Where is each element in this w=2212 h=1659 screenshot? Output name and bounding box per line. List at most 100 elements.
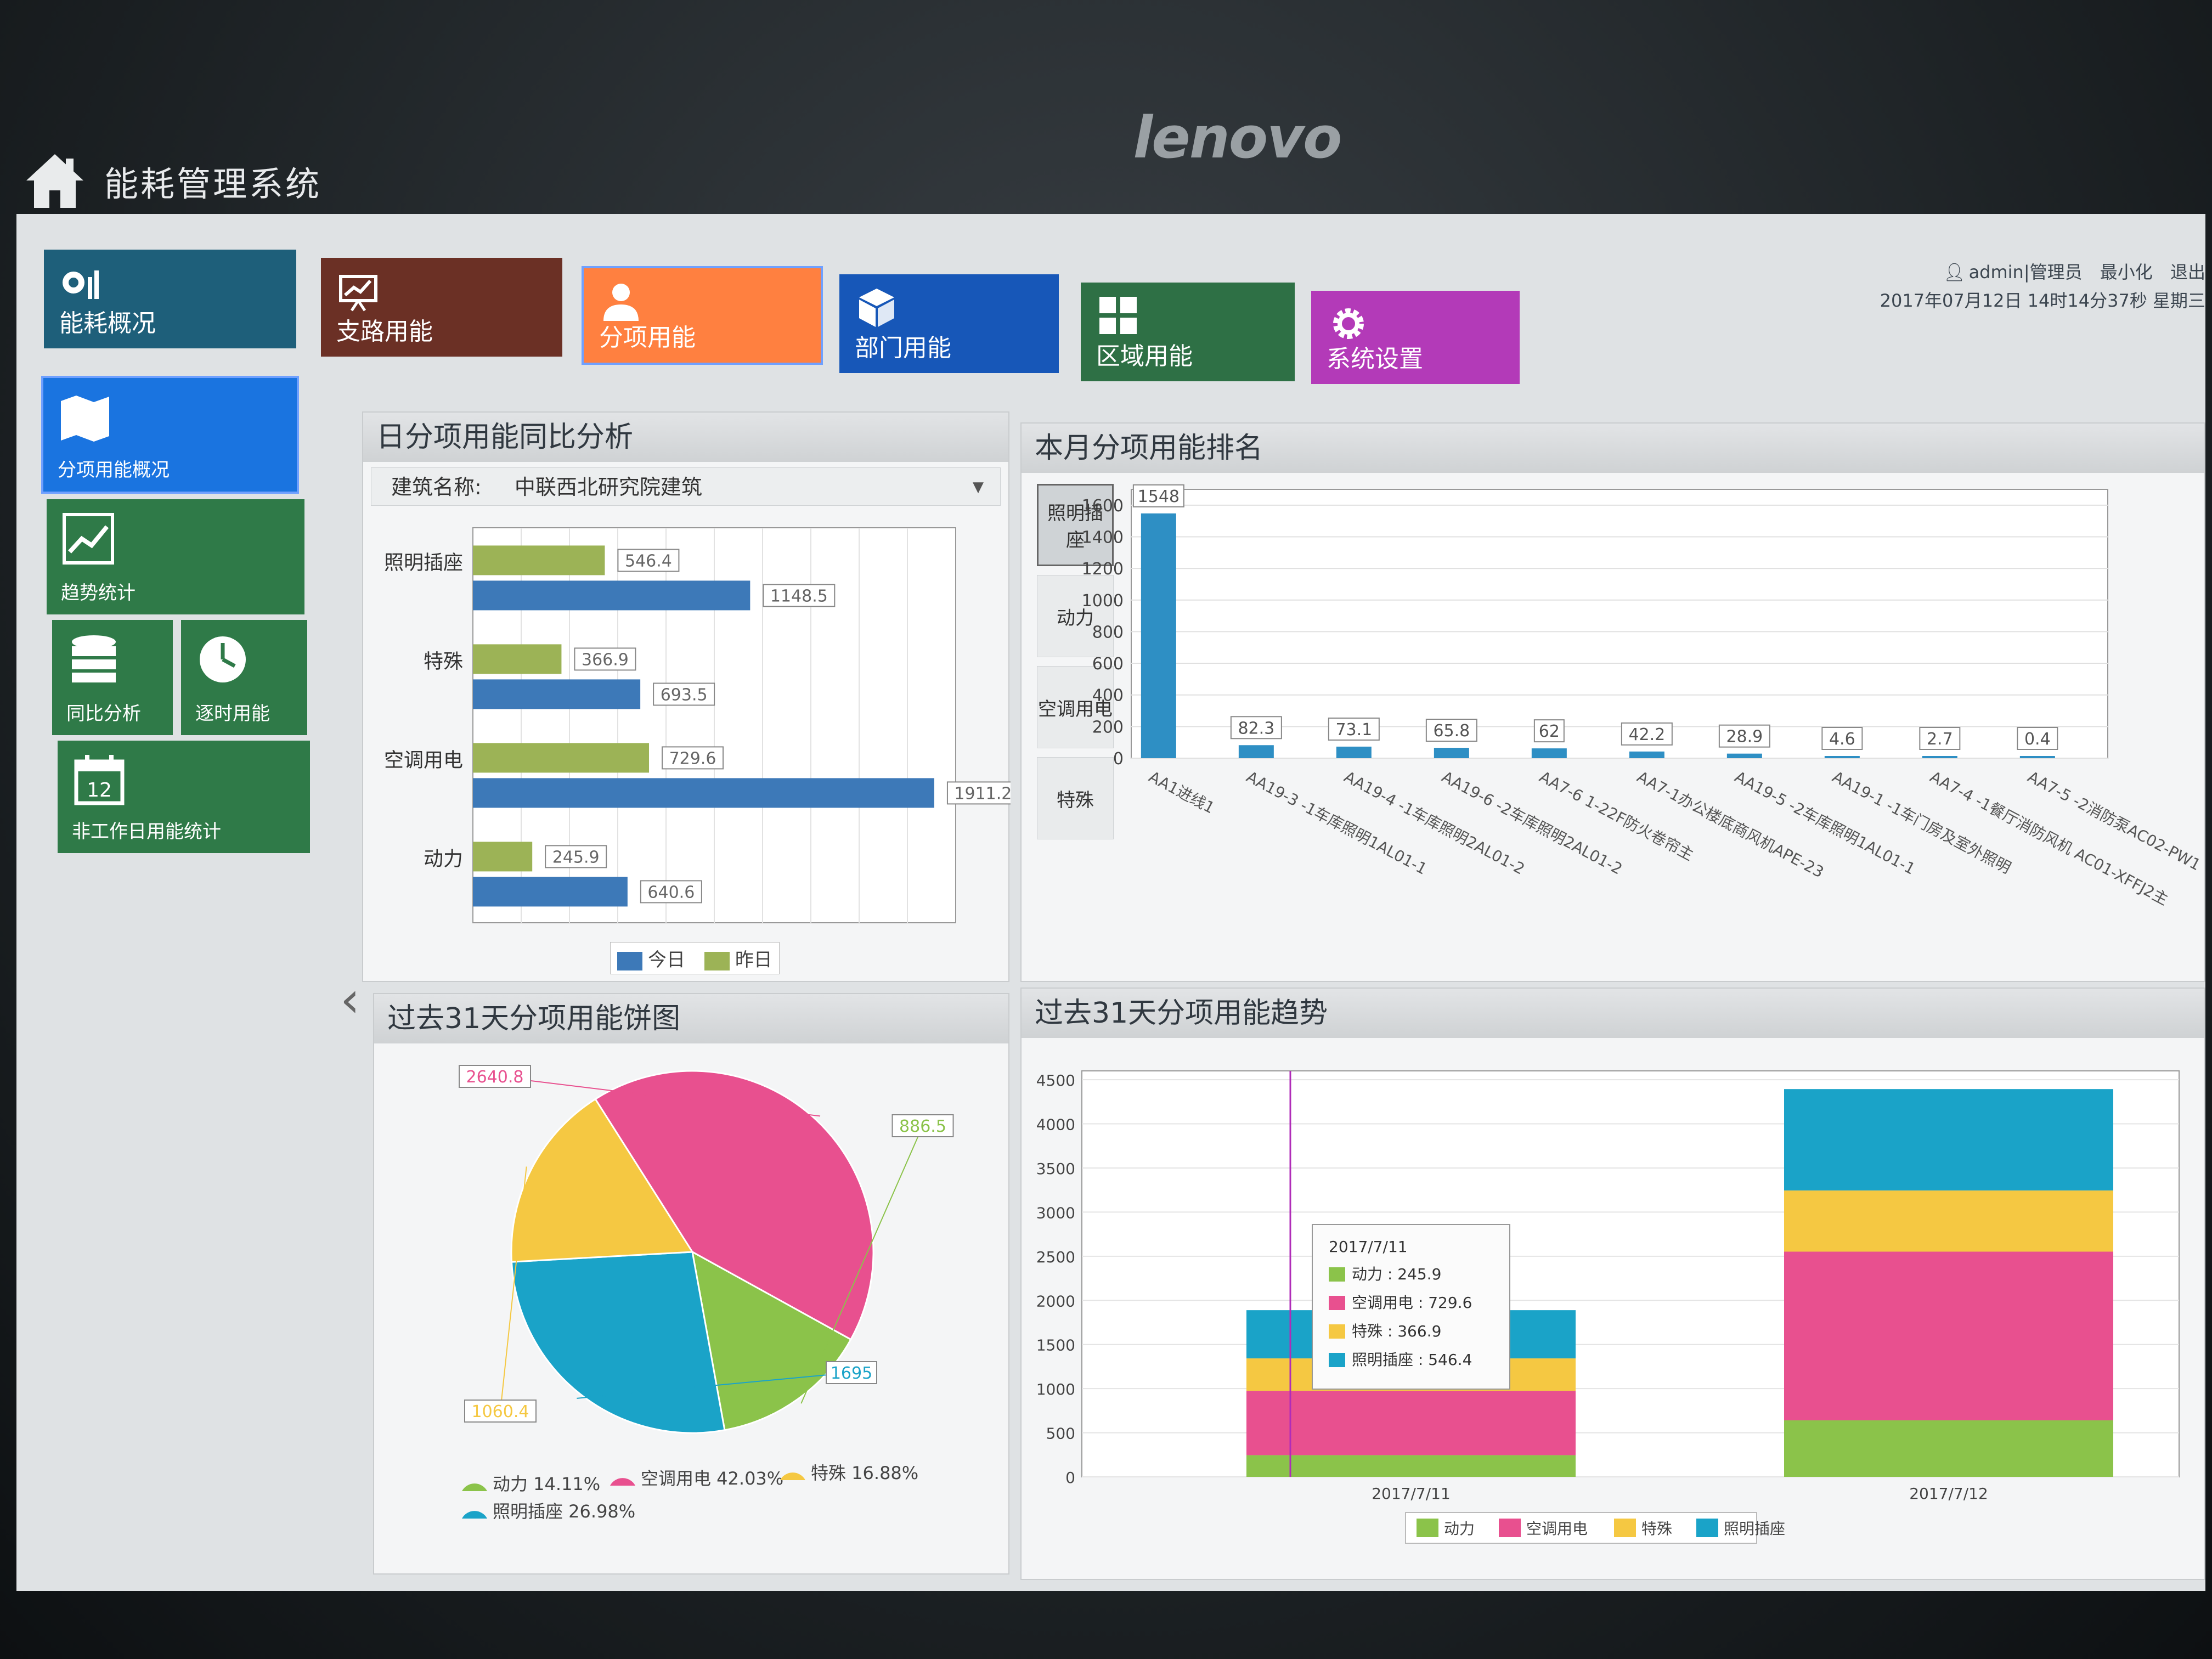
data-label-yesterday: 729.6 <box>669 749 716 768</box>
nav-tile-department[interactable]: 部门用能 <box>839 274 1059 373</box>
pie-legend-label: 特殊 16.88% <box>811 1463 918 1483</box>
rank-data-label: 0.4 <box>2024 730 2051 749</box>
pie-legend-label: 动力 14.11% <box>493 1474 600 1494</box>
user-icon: 👤︎ <box>1943 262 1966 283</box>
rank-data-label: 28.9 <box>1726 727 1763 747</box>
side-item-trend[interactable]: 趋势统计 <box>47 499 304 614</box>
title-bar: 能耗管理系统 <box>22 143 321 219</box>
tooltip-line: 动力 : 245.9 <box>1352 1265 1441 1283</box>
y-tick-label: 4000 <box>1036 1116 1075 1134</box>
rank-tab-ac[interactable]: 空调用电 <box>1037 666 1114 748</box>
side-item-label: 分项用能概况 <box>58 459 170 481</box>
chevron-down-icon[interactable]: ▼ <box>973 479 984 495</box>
side-item-label: 逐时用能 <box>195 703 270 725</box>
rank-bar <box>1726 753 1762 758</box>
pie-chart: 2640.8 886.5 1695 1060.4 动力 14.11% 空调用电 42.03… <box>459 1065 954 1522</box>
data-label-yesterday-box <box>574 647 636 671</box>
side-item-compare[interactable]: 同比分析 <box>52 620 173 735</box>
y-tick-label: 1200 <box>1082 560 1124 579</box>
map-icon <box>61 396 109 442</box>
bar-today <box>473 877 628 907</box>
rank-bar <box>1531 748 1567 758</box>
tooltip-title: 2017/7/11 <box>1329 1238 1408 1256</box>
rank-tab-lighting[interactable]: 照明插座 <box>1037 484 1114 566</box>
data-label-yesterday: 245.9 <box>552 848 600 867</box>
rank-data-label: 4.6 <box>1829 730 1855 749</box>
top-info: 👤︎ admin|管理员 最小化 退出 2017年07月12日 14时14分37秒… <box>1880 258 2205 315</box>
nav-tile-branch[interactable]: 支路用能 <box>321 258 562 357</box>
legend-label-today: 今日 <box>648 949 685 971</box>
trend-legend-swatch <box>1696 1519 1718 1537</box>
calendar-day: 12 <box>87 779 112 802</box>
collapse-arrow-icon[interactable]: ‹ <box>340 971 360 1029</box>
bar-today <box>473 580 751 611</box>
home-icon[interactable] <box>22 151 88 211</box>
tooltip-swatch <box>1329 1296 1345 1310</box>
rank-tab-dynamic[interactable]: 动力 <box>1037 575 1114 657</box>
bar-yesterday <box>473 644 562 674</box>
rank-data-label: 42.2 <box>1628 725 1665 744</box>
nav-tile-settings[interactable]: 系统设置 <box>1311 291 1520 384</box>
person-icon <box>603 284 639 321</box>
pie-slice <box>594 1070 874 1341</box>
panel-title: 日分项用能同比分析 <box>363 413 1008 462</box>
daily-compare-chart: 照明插座 546.4 1148.5 特殊 366.9 693.5 空调用电 729.6 1911… <box>384 527 1011 923</box>
pie-legend-label: 照明插座 26.98% <box>493 1501 635 1522</box>
rank-bar <box>1336 746 1372 758</box>
nav-tile-area[interactable]: 区域用能 <box>1081 283 1295 381</box>
nav-tile-label: 部门用能 <box>855 334 951 362</box>
pie-leader-line <box>800 1125 923 1404</box>
rank-data-label: 2.7 <box>1927 730 1953 749</box>
minimize-button[interactable]: 最小化 <box>2100 262 2153 283</box>
pie-data-label-box <box>464 1400 537 1423</box>
bar-yesterday <box>473 842 533 872</box>
tooltip-swatch <box>1329 1353 1345 1367</box>
y-tick-label: 2500 <box>1036 1248 1075 1266</box>
building-value: 中联西北研究院建筑 <box>514 475 702 499</box>
y-tick-label: 2000 <box>1036 1292 1075 1310</box>
app-title: 能耗管理系统 <box>104 164 322 204</box>
rank-data-label-box <box>1533 719 1565 743</box>
data-label-today-box <box>653 682 715 706</box>
logout-button[interactable]: 退出 <box>2170 262 2205 283</box>
data-label-today: 693.5 <box>661 685 708 704</box>
pie-legend-label: 空调用电 42.03% <box>641 1468 783 1489</box>
rank-data-label: 82.3 <box>1238 719 1274 738</box>
rank-data-label-box <box>1919 727 1961 750</box>
y-tick-label: 500 <box>1046 1425 1075 1443</box>
tooltip-line: 特殊 : 366.9 <box>1352 1322 1441 1340</box>
y-tick-label: 600 <box>1092 654 1124 674</box>
trend-icon <box>63 513 114 565</box>
pie-slice <box>510 1251 726 1434</box>
pie-data-label: 886.5 <box>899 1117 946 1136</box>
data-label-yesterday: 366.9 <box>582 650 629 669</box>
side-item-subitem-overview[interactable]: 分项用能概况 <box>41 376 299 494</box>
x-tick-label: AA19-6 -2车库照明2AL01-2 <box>1439 768 1626 878</box>
nav-tile-subitem[interactable]: 分项用能 <box>582 266 823 365</box>
nav-tile-label: 区域用能 <box>1096 342 1193 370</box>
side-item-nonworkday[interactable]: 12 非工作日用能统计 <box>58 741 310 853</box>
rank-bar <box>2019 756 2055 758</box>
rank-tab-special[interactable]: 特殊 <box>1037 757 1114 839</box>
pie-legend-swatch <box>780 1472 805 1480</box>
building-select[interactable]: 建筑名称: 中联西北研究院建筑 ▼ <box>371 467 1001 506</box>
y-tick-label: 4500 <box>1036 1071 1075 1090</box>
data-label-today: 1148.5 <box>770 586 828 606</box>
nav-tile-label: 系统设置 <box>1327 345 1423 373</box>
side-item-hourly[interactable]: 逐时用能 <box>181 620 307 735</box>
x-tick-label: AA7-1办公楼底商风机APE-23 <box>1634 768 1827 882</box>
side-item-label: 趋势统计 <box>61 582 136 604</box>
trend-legend-label: 动力 <box>1444 1520 1475 1538</box>
bar-yesterday <box>473 743 650 773</box>
trend-legend-label: 空调用电 <box>1526 1520 1588 1538</box>
data-label-yesterday-box <box>617 549 680 572</box>
rank-data-label-box <box>1821 727 1863 750</box>
trend-legend-label: 照明插座 <box>1724 1520 1785 1538</box>
pie-legend-swatch <box>462 1483 487 1491</box>
tooltip-swatch <box>1329 1324 1345 1339</box>
pie-legend-swatch <box>610 1478 635 1486</box>
rank-data-label-box <box>2017 727 2058 750</box>
datetime: 2017年07月12日 14时14分37秒 星期三 <box>1880 290 2205 311</box>
nav-tile-overview[interactable]: 能耗概况 <box>44 250 296 348</box>
cube-icon <box>859 289 894 327</box>
